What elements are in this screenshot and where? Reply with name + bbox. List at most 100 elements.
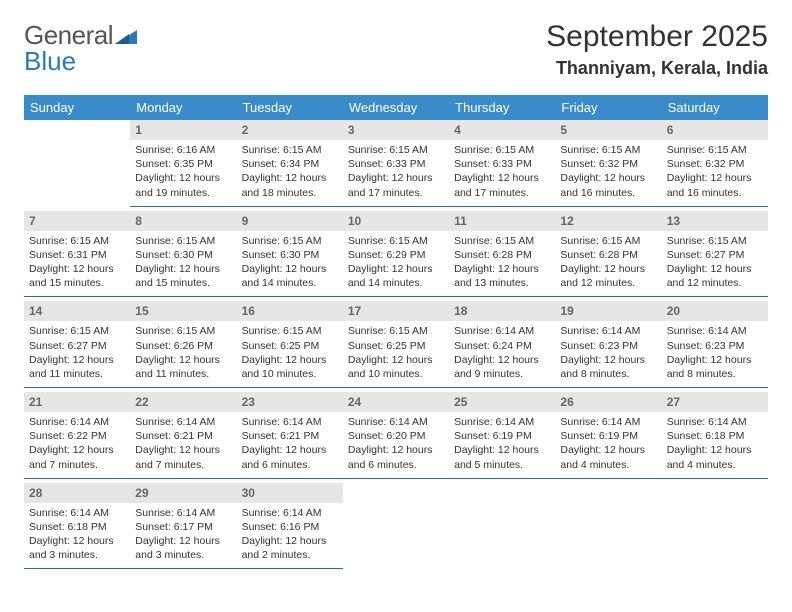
sunset-text: Sunset: 6:16 PM [242, 520, 338, 534]
sunset-text: Sunset: 6:18 PM [667, 429, 763, 443]
day-info: Sunrise: 6:15 AMSunset: 6:28 PMDaylight:… [449, 231, 555, 297]
day-number: 25 [449, 392, 555, 412]
sunset-text: Sunset: 6:29 PM [348, 248, 444, 262]
day-info: Sunrise: 6:15 AMSunset: 6:27 PMDaylight:… [24, 321, 130, 387]
sunset-text: Sunset: 6:34 PM [242, 157, 338, 171]
sunrise-text: Sunrise: 6:14 AM [135, 415, 231, 429]
sunrise-text: Sunrise: 6:15 AM [348, 234, 444, 248]
day-info: Sunrise: 6:15 AMSunset: 6:25 PMDaylight:… [343, 321, 449, 387]
day-info: Sunrise: 6:14 AMSunset: 6:19 PMDaylight:… [449, 412, 555, 478]
sunset-text: Sunset: 6:35 PM [135, 157, 231, 171]
location-label: Thanniyam, Kerala, India [546, 58, 768, 79]
daylight-text: Daylight: 12 hours and 14 minutes. [242, 262, 338, 290]
day-info: Sunrise: 6:16 AMSunset: 6:35 PMDaylight:… [130, 140, 236, 206]
day-number: 27 [662, 392, 768, 412]
sunset-text: Sunset: 6:27 PM [29, 339, 125, 353]
calendar-day-cell: 15Sunrise: 6:15 AMSunset: 6:26 PMDayligh… [130, 301, 236, 388]
sunset-text: Sunset: 6:33 PM [454, 157, 550, 171]
day-info: Sunrise: 6:15 AMSunset: 6:32 PMDaylight:… [555, 140, 661, 206]
calendar-day-cell: 4Sunrise: 6:15 AMSunset: 6:33 PMDaylight… [449, 120, 555, 207]
sunrise-text: Sunrise: 6:15 AM [348, 324, 444, 338]
calendar-day-cell: 16Sunrise: 6:15 AMSunset: 6:25 PMDayligh… [237, 301, 343, 388]
sunrise-text: Sunrise: 6:14 AM [454, 415, 550, 429]
day-info: Sunrise: 6:15 AMSunset: 6:33 PMDaylight:… [449, 140, 555, 206]
sunrise-text: Sunrise: 6:15 AM [135, 324, 231, 338]
sunrise-text: Sunrise: 6:15 AM [454, 234, 550, 248]
calendar-day-cell: 5Sunrise: 6:15 AMSunset: 6:32 PMDaylight… [555, 120, 661, 207]
day-number: 3 [343, 120, 449, 140]
day-info: Sunrise: 6:15 AMSunset: 6:29 PMDaylight:… [343, 231, 449, 297]
daylight-text: Daylight: 12 hours and 12 minutes. [560, 262, 656, 290]
calendar-day-cell: 25Sunrise: 6:14 AMSunset: 6:19 PMDayligh… [449, 392, 555, 479]
sunrise-text: Sunrise: 6:15 AM [454, 143, 550, 157]
calendar-day-cell: 27Sunrise: 6:14 AMSunset: 6:18 PMDayligh… [662, 392, 768, 479]
day-number: 13 [662, 211, 768, 231]
calendar-day-cell: 24Sunrise: 6:14 AMSunset: 6:20 PMDayligh… [343, 392, 449, 479]
calendar-day-cell: 11Sunrise: 6:15 AMSunset: 6:28 PMDayligh… [449, 211, 555, 298]
sunset-text: Sunset: 6:30 PM [242, 248, 338, 262]
daylight-text: Daylight: 12 hours and 11 minutes. [29, 353, 125, 381]
sunset-text: Sunset: 6:23 PM [560, 339, 656, 353]
calendar-day-cell: 28Sunrise: 6:14 AMSunset: 6:18 PMDayligh… [24, 483, 130, 570]
day-number: 10 [343, 211, 449, 231]
sunset-text: Sunset: 6:21 PM [242, 429, 338, 443]
day-number: 24 [343, 392, 449, 412]
calendar-day-cell [662, 483, 768, 570]
calendar-body: 1Sunrise: 6:16 AMSunset: 6:35 PMDaylight… [24, 120, 768, 569]
calendar-day-cell: 9Sunrise: 6:15 AMSunset: 6:30 PMDaylight… [237, 211, 343, 298]
weekday-header: Monday [130, 95, 236, 120]
calendar-day-cell [24, 120, 130, 207]
day-info: Sunrise: 6:14 AMSunset: 6:22 PMDaylight:… [24, 412, 130, 478]
sunset-text: Sunset: 6:28 PM [560, 248, 656, 262]
calendar-week-row: 28Sunrise: 6:14 AMSunset: 6:18 PMDayligh… [24, 483, 768, 570]
day-number: 1 [130, 120, 236, 140]
sunrise-text: Sunrise: 6:15 AM [348, 143, 444, 157]
daylight-text: Daylight: 12 hours and 11 minutes. [135, 353, 231, 381]
calendar-day-cell: 13Sunrise: 6:15 AMSunset: 6:27 PMDayligh… [662, 211, 768, 298]
sunrise-text: Sunrise: 6:15 AM [667, 234, 763, 248]
day-number: 18 [449, 301, 555, 321]
calendar-table: Sunday Monday Tuesday Wednesday Thursday… [24, 95, 768, 569]
day-number: 19 [555, 301, 661, 321]
sunrise-text: Sunrise: 6:15 AM [667, 143, 763, 157]
daylight-text: Daylight: 12 hours and 5 minutes. [454, 443, 550, 471]
sunrise-text: Sunrise: 6:14 AM [242, 506, 338, 520]
sunrise-text: Sunrise: 6:15 AM [135, 234, 231, 248]
sunrise-text: Sunrise: 6:15 AM [29, 234, 125, 248]
calendar-day-cell: 29Sunrise: 6:14 AMSunset: 6:17 PMDayligh… [130, 483, 236, 570]
day-info: Sunrise: 6:14 AMSunset: 6:16 PMDaylight:… [237, 503, 343, 569]
calendar-day-cell: 19Sunrise: 6:14 AMSunset: 6:23 PMDayligh… [555, 301, 661, 388]
sunset-text: Sunset: 6:18 PM [29, 520, 125, 534]
day-info: Sunrise: 6:14 AMSunset: 6:21 PMDaylight:… [130, 412, 236, 478]
daylight-text: Daylight: 12 hours and 14 minutes. [348, 262, 444, 290]
calendar-day-cell: 6Sunrise: 6:15 AMSunset: 6:32 PMDaylight… [662, 120, 768, 207]
sunrise-text: Sunrise: 6:14 AM [454, 324, 550, 338]
page-header: General September 2025 Thanniyam, Kerala… [24, 20, 768, 79]
daylight-text: Daylight: 12 hours and 19 minutes. [135, 171, 231, 199]
daylight-text: Daylight: 12 hours and 7 minutes. [29, 443, 125, 471]
day-info: Sunrise: 6:14 AMSunset: 6:18 PMDaylight:… [662, 412, 768, 478]
daylight-text: Daylight: 12 hours and 18 minutes. [242, 171, 338, 199]
weekday-header: Tuesday [237, 95, 343, 120]
sunrise-text: Sunrise: 6:14 AM [29, 506, 125, 520]
weekday-header-row: Sunday Monday Tuesday Wednesday Thursday… [24, 95, 768, 120]
sunrise-text: Sunrise: 6:15 AM [242, 234, 338, 248]
weekday-header: Friday [555, 95, 661, 120]
daylight-text: Daylight: 12 hours and 10 minutes. [348, 353, 444, 381]
daylight-text: Daylight: 12 hours and 16 minutes. [667, 171, 763, 199]
daylight-text: Daylight: 12 hours and 13 minutes. [454, 262, 550, 290]
calendar-day-cell: 17Sunrise: 6:15 AMSunset: 6:25 PMDayligh… [343, 301, 449, 388]
sunset-text: Sunset: 6:24 PM [454, 339, 550, 353]
calendar-day-cell [343, 483, 449, 570]
sunrise-text: Sunrise: 6:16 AM [135, 143, 231, 157]
sunset-text: Sunset: 6:20 PM [348, 429, 444, 443]
sunset-text: Sunset: 6:26 PM [135, 339, 231, 353]
daylight-text: Daylight: 12 hours and 7 minutes. [135, 443, 231, 471]
day-number: 2 [237, 120, 343, 140]
daylight-text: Daylight: 12 hours and 15 minutes. [29, 262, 125, 290]
day-info: Sunrise: 6:14 AMSunset: 6:24 PMDaylight:… [449, 321, 555, 387]
day-number: 28 [24, 483, 130, 503]
daylight-text: Daylight: 12 hours and 4 minutes. [667, 443, 763, 471]
sunset-text: Sunset: 6:32 PM [560, 157, 656, 171]
day-info: Sunrise: 6:14 AMSunset: 6:18 PMDaylight:… [24, 503, 130, 569]
